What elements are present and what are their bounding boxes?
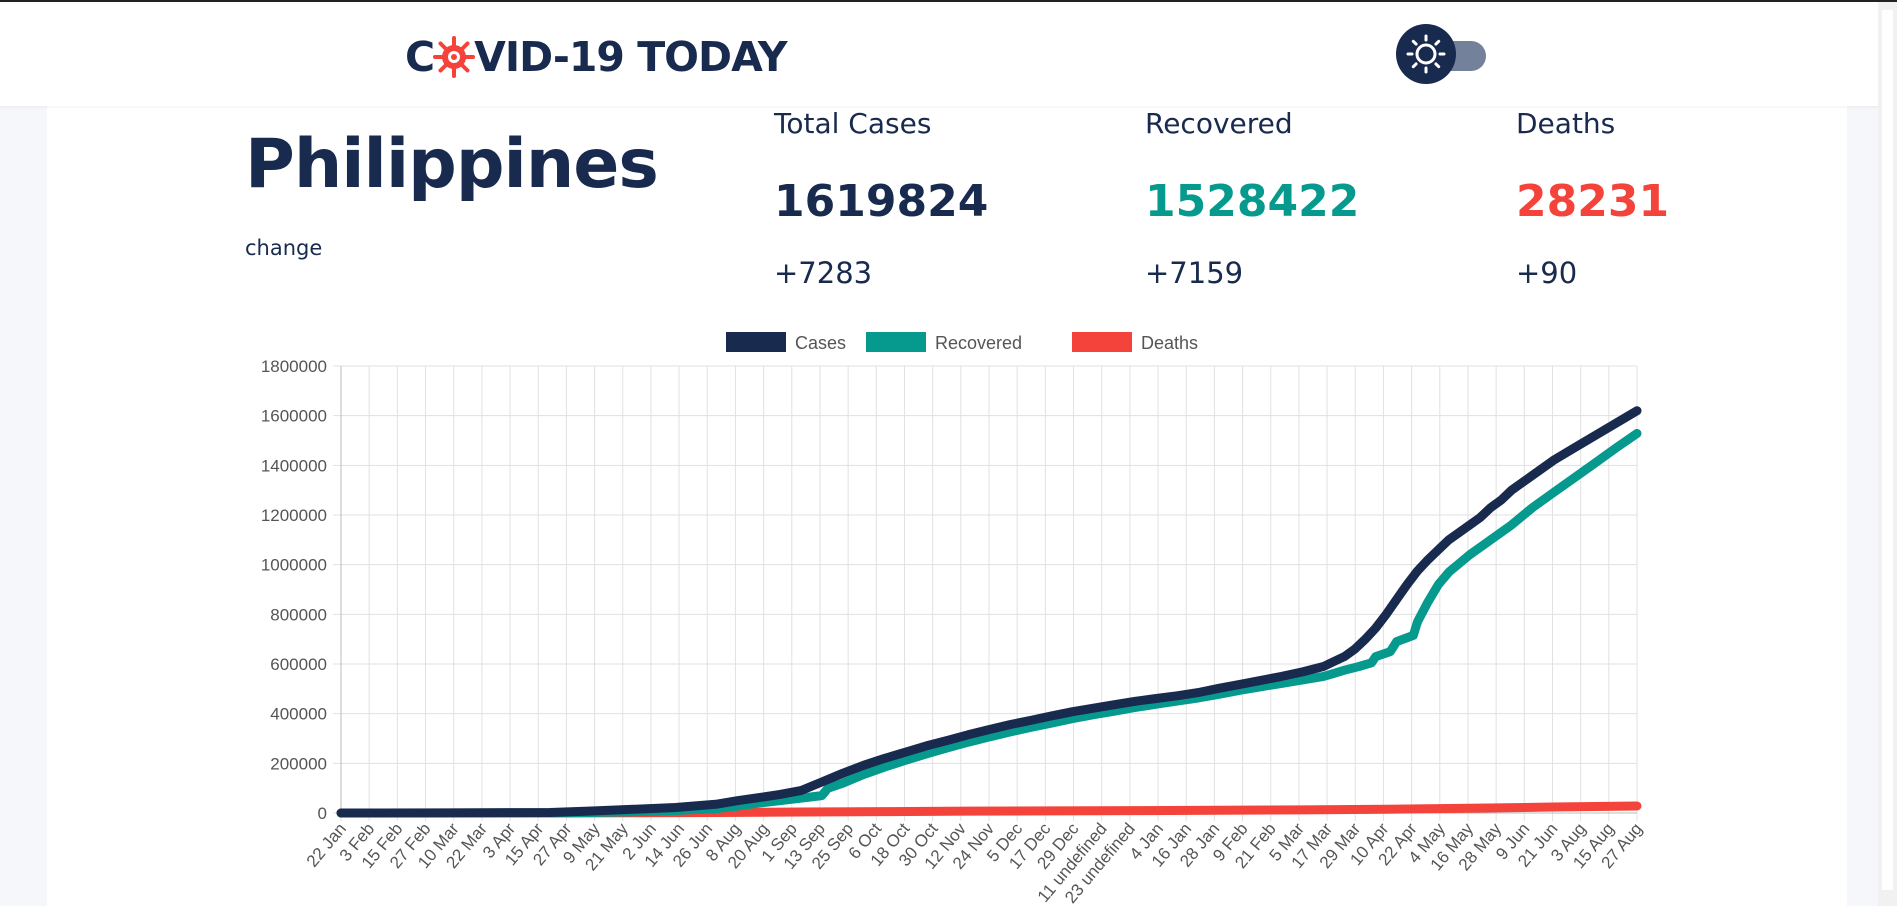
app-logo[interactable]: C VID-19 TODAY [405, 28, 788, 86]
cases-line-chart: 0 200000 400000 600000 800000 1000000 1200000 1… [261, 332, 1646, 906]
legend-swatch-deaths [1072, 332, 1132, 352]
series-line-recovered [336, 428, 1642, 818]
app-header: C VID-19 TODAY [0, 2, 1897, 106]
y-tick-label: 600000 [270, 655, 327, 674]
virus-icon [433, 36, 476, 78]
total-cases-value: 1619824 [774, 176, 989, 227]
total-cases-delta: +7283 [774, 256, 873, 290]
page-scrollbar[interactable] [1878, 2, 1897, 906]
logo-text-suffix: VID-19 TODAY [474, 33, 787, 81]
total-cases-label: Total Cases [774, 107, 932, 140]
change-country-link[interactable]: change [245, 236, 323, 260]
legend-label-deaths: Deaths [1141, 333, 1198, 353]
legend-swatch-recovered [866, 332, 926, 352]
logo-text-prefix: C [405, 33, 435, 81]
theme-toggle[interactable] [1396, 24, 1490, 84]
y-tick-label: 0 [318, 804, 327, 823]
y-tick-label: 400000 [270, 705, 327, 724]
y-tick-label: 1800000 [261, 357, 327, 376]
deaths-label: Deaths [1516, 107, 1616, 140]
y-tick-label: 1600000 [261, 407, 327, 426]
deaths-delta: +90 [1516, 256, 1578, 290]
toggle-knob [1396, 24, 1456, 84]
country-name: Philippines [245, 125, 659, 204]
y-tick-label: 200000 [270, 754, 327, 773]
window-top-border [0, 0, 1897, 2]
deaths-value: 28231 [1516, 176, 1670, 227]
stat-deaths: Deaths 28231 +90 [1516, 106, 1669, 290]
stat-total-cases: Total Cases 1619824 +7283 [774, 106, 988, 290]
series-line-cases [336, 406, 1642, 818]
recovered-delta: +7159 [1145, 256, 1244, 290]
stat-recovered: Recovered 1528422 +7159 [1145, 106, 1359, 290]
legend-label-recovered: Recovered [935, 333, 1022, 353]
recovered-label: Recovered [1145, 107, 1293, 140]
y-tick-label: 800000 [270, 605, 327, 624]
sun-icon [1406, 34, 1446, 74]
scrollbar-thumb[interactable] [1882, 10, 1893, 890]
main-content-card [47, 106, 1847, 906]
recovered-value: 1528422 [1145, 176, 1360, 227]
legend-swatch-cases [726, 332, 786, 352]
y-tick-label: 1200000 [261, 506, 327, 525]
legend-label-cases: Cases [795, 333, 846, 353]
y-tick-label: 1400000 [261, 456, 327, 475]
y-tick-label: 1000000 [261, 556, 327, 575]
